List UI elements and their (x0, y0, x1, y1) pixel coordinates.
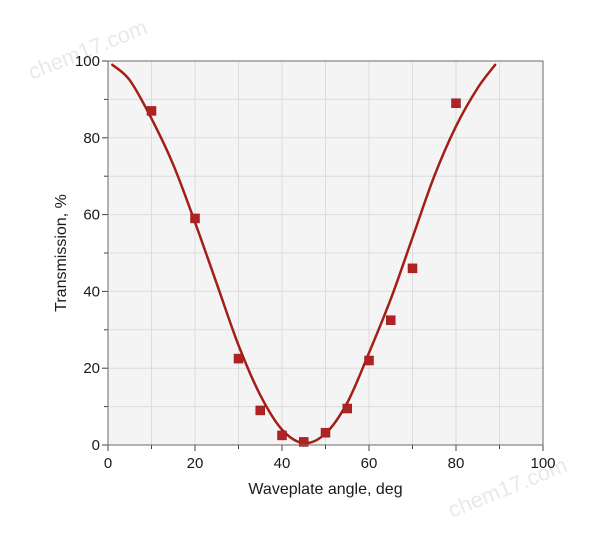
data-point (233, 353, 244, 364)
data-point (407, 263, 418, 274)
data-point (146, 106, 157, 116)
y-axis-title: Transmission, % (53, 194, 70, 312)
data-point (320, 427, 331, 438)
plot-frame (107, 60, 544, 446)
y-tick-label: 80 (83, 130, 100, 147)
x-tick-label: 40 (274, 455, 291, 472)
x-tick-label: 100 (530, 455, 555, 472)
x-tick-label: 60 (361, 455, 378, 472)
data-point (299, 437, 309, 447)
y-tick-label: 100 (75, 53, 100, 70)
data-point (364, 355, 374, 366)
data-point (386, 315, 396, 325)
y-tick-label: 20 (83, 360, 100, 377)
y-tick-label: 0 (92, 437, 100, 454)
x-tick-label: 0 (104, 455, 112, 472)
x-tick-label: 20 (187, 455, 204, 472)
x-axis-title: Waveplate angle, deg (248, 481, 402, 498)
tick-labels: 0 20 40 60 80 100 0 20 40 60 80 100 (75, 53, 556, 472)
data-point (451, 98, 461, 108)
y-tick-label: 40 (83, 283, 100, 300)
axis-ticks (102, 60, 544, 451)
data-point (190, 213, 200, 224)
data-point (342, 403, 352, 414)
data-point (255, 405, 265, 416)
x-tick-label: 80 (448, 455, 465, 472)
data-points (146, 98, 461, 447)
y-tick-label: 60 (83, 207, 100, 224)
data-point (277, 430, 287, 441)
